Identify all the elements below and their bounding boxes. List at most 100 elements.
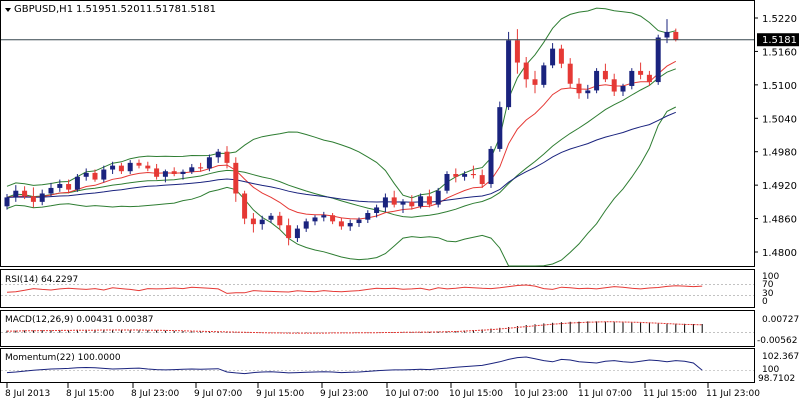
candle-body [30,196,36,202]
candle-body [523,62,529,80]
price-axis-label: 1.5100 [762,81,797,92]
candle-body [506,40,512,108]
candle-body [13,190,19,198]
candle-body [250,218,256,225]
candle-body [338,221,344,227]
candle-body [602,70,608,80]
candle-body [567,63,573,84]
candle-body [664,31,670,38]
bollinger-upper-line [6,7,676,199]
candle-body [162,171,168,177]
candle-body [550,48,556,66]
time-axis-label: 10 Jul 15:00 [449,389,503,399]
price-axis-label: 1.4860 [762,215,797,226]
candle-body [206,157,212,169]
current-price-tag [757,33,799,47]
candle-body [655,37,661,83]
time-axis-label: 8 Jul 23:00 [131,389,180,399]
candle-body [294,228,300,239]
candle-body [673,31,679,40]
price-axis-label: 1.4980 [762,148,797,159]
candle-body [127,162,133,172]
time-axis-label: 11 Jul 15:00 [643,389,697,399]
candle-body [646,74,652,83]
current-price-label: 1.5181 [762,35,797,46]
candle-body [470,174,476,176]
candle-body [39,193,45,202]
candle-body [22,190,28,197]
candle-body [347,223,353,227]
candle-body [558,48,564,64]
candlestick-series [4,19,679,246]
time-axis-label: 9 Jul 23:00 [320,389,369,399]
candle-body [365,213,371,220]
rsi-series [1,284,754,296]
candle-body [286,225,292,239]
candle-body [189,167,195,172]
time-axis-label: 9 Jul 15:00 [256,389,305,399]
candle-body [154,168,160,177]
main-price-panel[interactable] [0,0,755,267]
time-axis-label: 10 Jul 23:00 [514,389,568,399]
candle-body [312,217,318,222]
candle-body [171,171,177,174]
candle-body [145,165,151,169]
candle-body [180,171,186,174]
rsi-level-100: 100 [762,272,779,282]
momentum-series [1,356,754,375]
rsi-level-30: 30 [762,289,774,299]
candle-body [409,201,415,207]
candle-body [233,162,239,194]
time-axis-label: 8 Jul 2013 [5,389,50,399]
candle-body [426,196,432,205]
macd-label: MACD(12,26,9) 0.00431 0.00387 [5,315,154,325]
candle-body [462,174,468,177]
price-axis-label: 1.4920 [762,181,797,192]
candle-body [418,196,424,207]
candle-body [576,83,582,94]
high-value: 1.5201 [111,4,146,15]
candle-body [259,219,265,225]
bollinger-middle-line [6,68,676,218]
candle-body [224,151,230,163]
candle-body [242,193,248,219]
rsi-label: RSI(14) 64.2297 [5,275,78,285]
symbol-label: GBPUSD,H1 [14,4,73,15]
momentum-level-max: 102.3677 [762,352,800,362]
macd-series [1,321,754,334]
candle-body [638,70,644,75]
candle-body [444,174,450,191]
candle-body [92,172,98,180]
momentum-panel[interactable] [0,348,755,383]
candle-body [83,172,89,177]
price-axis-label: 1.5160 [762,47,797,58]
moving-average-slow-line [6,111,676,203]
price-axis-label: 1.5220 [762,14,797,25]
candle-body [532,79,538,85]
macd-level-max: 0.00727 [762,315,799,325]
macd-signal-line [7,321,703,334]
open-value: 1.5195 [76,4,111,15]
time-axis-label: 9 Jul 07:00 [194,389,243,399]
candle-body [620,85,626,92]
macd-panel[interactable] [0,310,755,347]
candle-body [382,197,388,208]
candle-body [321,215,327,218]
candle-body [391,197,397,205]
price-axis-label: 1.5040 [762,114,797,125]
candle-body [4,197,10,207]
candle-body [66,184,72,190]
candle-body [488,148,494,185]
macd-level-min: -0.00562 [757,336,797,346]
candle-body [629,70,635,86]
rsi-level-0: 0 [762,297,768,307]
dropdown-triangle-icon[interactable] [5,8,11,12]
rsi-line [6,284,703,294]
candle-body [215,151,221,158]
time-axis-label: 11 Jul 07:00 [578,389,632,399]
candle-body [374,207,380,213]
candle-body [118,165,124,172]
candle-body [400,201,406,205]
